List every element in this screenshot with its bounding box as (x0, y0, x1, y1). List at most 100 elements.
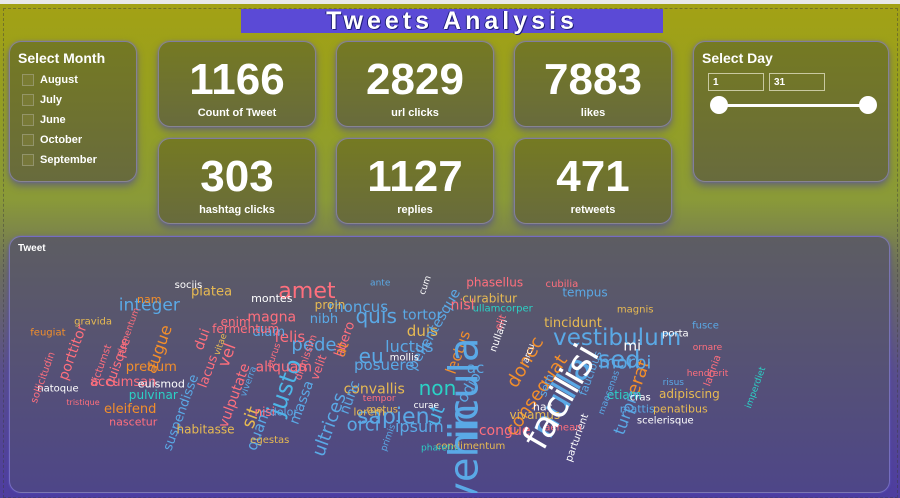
wordcloud-word[interactable]: integer (119, 295, 181, 315)
wordcloud-word[interactable]: penatibus (653, 403, 708, 416)
checkbox-icon[interactable] (22, 154, 34, 166)
wordcloud-word[interactable]: fermentum (212, 322, 279, 336)
month-option-june[interactable]: June (22, 112, 66, 128)
wordcloud-word[interactable]: feugiat (30, 327, 65, 338)
wordcloud-word[interactable]: luctus (385, 337, 433, 356)
month-option-september[interactable]: September (22, 152, 97, 168)
month-option-july[interactable]: July (22, 92, 62, 108)
wordcloud-word[interactable]: in (442, 403, 488, 440)
wordcloud-word[interactable]: curae (414, 401, 440, 411)
day-end-input[interactable]: 31 (769, 73, 825, 91)
wordcloud-word[interactable]: lorem (353, 406, 385, 419)
wordcloud-word[interactable]: condimentum (436, 441, 505, 452)
wordcloud-word[interactable]: montes (251, 292, 293, 305)
wordcloud-word[interactable]: non (419, 376, 457, 400)
wordcloud-word[interactable]: mi (623, 338, 641, 354)
wordcloud-word[interactable]: rhoncus (328, 298, 388, 316)
wordcloud-word[interactable]: curabitur (462, 292, 517, 306)
wordcloud-word[interactable]: scelerisque (637, 416, 694, 427)
wordcloud-word[interactable]: aenean (544, 423, 581, 434)
wordcloud-word[interactable]: diam (252, 325, 285, 340)
wordcloud-word[interactable]: eu (359, 344, 384, 368)
month-option-august[interactable]: August (22, 72, 78, 88)
wordcloud-word[interactable]: orci (347, 415, 380, 436)
wordcloud-word[interactable]: nisi (254, 405, 275, 419)
wordcloud-word[interactable]: phasellus (466, 276, 523, 290)
checkbox-icon[interactable] (22, 74, 34, 86)
wordcloud-word[interactable]: felis (274, 328, 305, 346)
wordcloud-word[interactable]: duis (407, 322, 438, 340)
wordcloud-word[interactable]: quis (355, 304, 396, 328)
wordcloud-word[interactable]: lacus (196, 353, 222, 390)
wordcloud-word[interactable]: egestas (250, 435, 289, 446)
wordcloud-word[interactable]: sed (598, 345, 641, 373)
wordcloud-word[interactable]: ante (370, 279, 391, 289)
wordcloud-word[interactable]: nibh (310, 312, 338, 327)
wordcloud-word[interactable]: sapien (357, 405, 430, 430)
wordcloud-word[interactable]: posuere (354, 356, 415, 374)
wordcloud-word[interactable]: dui (191, 326, 213, 352)
wordcloud-word[interactable]: pretium (126, 360, 177, 375)
wordcloud-word[interactable]: nascetur (109, 416, 158, 429)
wordcloud-word[interactable]: tristique (66, 398, 99, 407)
wordcloud-word[interactable]: ac (467, 359, 485, 377)
checkbox-icon[interactable] (22, 114, 34, 126)
wordcloud-word[interactable]: dolor (270, 406, 299, 419)
wordcloud-word[interactable]: habitasse (177, 422, 235, 436)
wordcloud-word[interactable]: ipsum (395, 417, 444, 436)
wordcloud-word[interactable]: hendrerit (687, 369, 729, 379)
wordcloud-word[interactable]: proin (315, 298, 346, 312)
day-slider-end-handle[interactable] (859, 96, 877, 114)
wordcloud-word[interactable]: at (331, 339, 353, 359)
wordcloud-word[interactable]: cras (630, 393, 651, 404)
wordcloud-word[interactable]: mollis (390, 352, 419, 363)
wordcloud-word[interactable]: cubilia (546, 279, 579, 290)
wordcloud-word[interactable]: vehicula (442, 338, 488, 493)
wordcloud-word[interactable]: hac (533, 401, 553, 414)
wordcloud-word[interactable]: mattis (620, 403, 655, 416)
wordcloud-word[interactable]: magnis (617, 304, 654, 315)
wordcloud-word[interactable]: platea (191, 285, 232, 300)
day-slider-start-handle[interactable] (710, 96, 728, 114)
wordcloud-word[interactable]: enim (221, 315, 251, 329)
month-option-october[interactable]: October (22, 132, 82, 148)
wordcloud-word[interactable]: tincidunt (544, 316, 602, 331)
checkbox-icon[interactable] (22, 94, 34, 106)
wordcloud-word[interactable]: accumsan (90, 375, 156, 390)
wordcloud-word[interactable]: vivamus (510, 408, 561, 422)
wordcloud-word[interactable]: imperdiet (744, 365, 768, 410)
wordcloud-word[interactable]: tortor (402, 307, 442, 323)
wordcloud-word[interactable]: morbi (599, 352, 652, 373)
wordcloud-word[interactable]: metus (367, 405, 398, 416)
wordcloud-word[interactable]: congue (479, 423, 531, 439)
wordcloud-word[interactable]: pharetra (421, 443, 460, 453)
day-slider-track[interactable] (718, 104, 868, 107)
wordcloud-word[interactable]: cum (418, 274, 434, 296)
wordcloud-word[interactable]: vestibulum (553, 325, 681, 351)
wordcloud-word[interactable]: porta (662, 328, 689, 339)
wordcloud-word[interactable]: sociis (175, 280, 203, 291)
wordcloud-word[interactable]: pede (291, 334, 336, 355)
day-start-input[interactable]: 1 (708, 73, 764, 91)
wordcloud-word[interactable]: fusce (692, 320, 719, 331)
wordcloud-word[interactable]: etiam (607, 388, 642, 402)
wordcloud-word[interactable]: sollicitudin (29, 351, 58, 405)
wordcloud-word[interactable]: aliquam (256, 360, 313, 376)
wordcloud-word[interactable]: tempus (562, 286, 607, 300)
wordcloud-word[interactable]: adipiscing (659, 387, 720, 401)
wordcloud-word[interactable]: elit (493, 313, 509, 332)
wordcloud-word[interactable]: euismod (138, 378, 185, 391)
wordcloud-word[interactable]: eleifend (104, 402, 156, 417)
wordcloud-word[interactable]: tempor (363, 394, 396, 404)
wordcloud-word[interactable]: nam (137, 293, 161, 306)
wordcloud-word[interactable]: magna (247, 309, 296, 325)
wordcloud-word[interactable]: gravida (74, 316, 112, 327)
wordcloud-word[interactable]: nisl (451, 297, 475, 313)
checkbox-icon[interactable] (22, 134, 34, 146)
wordcloud-word[interactable]: ullamcorper (473, 303, 534, 314)
wordcloud-word[interactable]: ornare (693, 343, 723, 353)
wordcloud-word[interactable]: convallis (344, 382, 405, 398)
wordcloud-word[interactable]: pulvinar (129, 388, 178, 402)
wordcloud-word[interactable]: natoque (37, 384, 78, 395)
wordcloud-word[interactable]: risus (663, 378, 685, 388)
